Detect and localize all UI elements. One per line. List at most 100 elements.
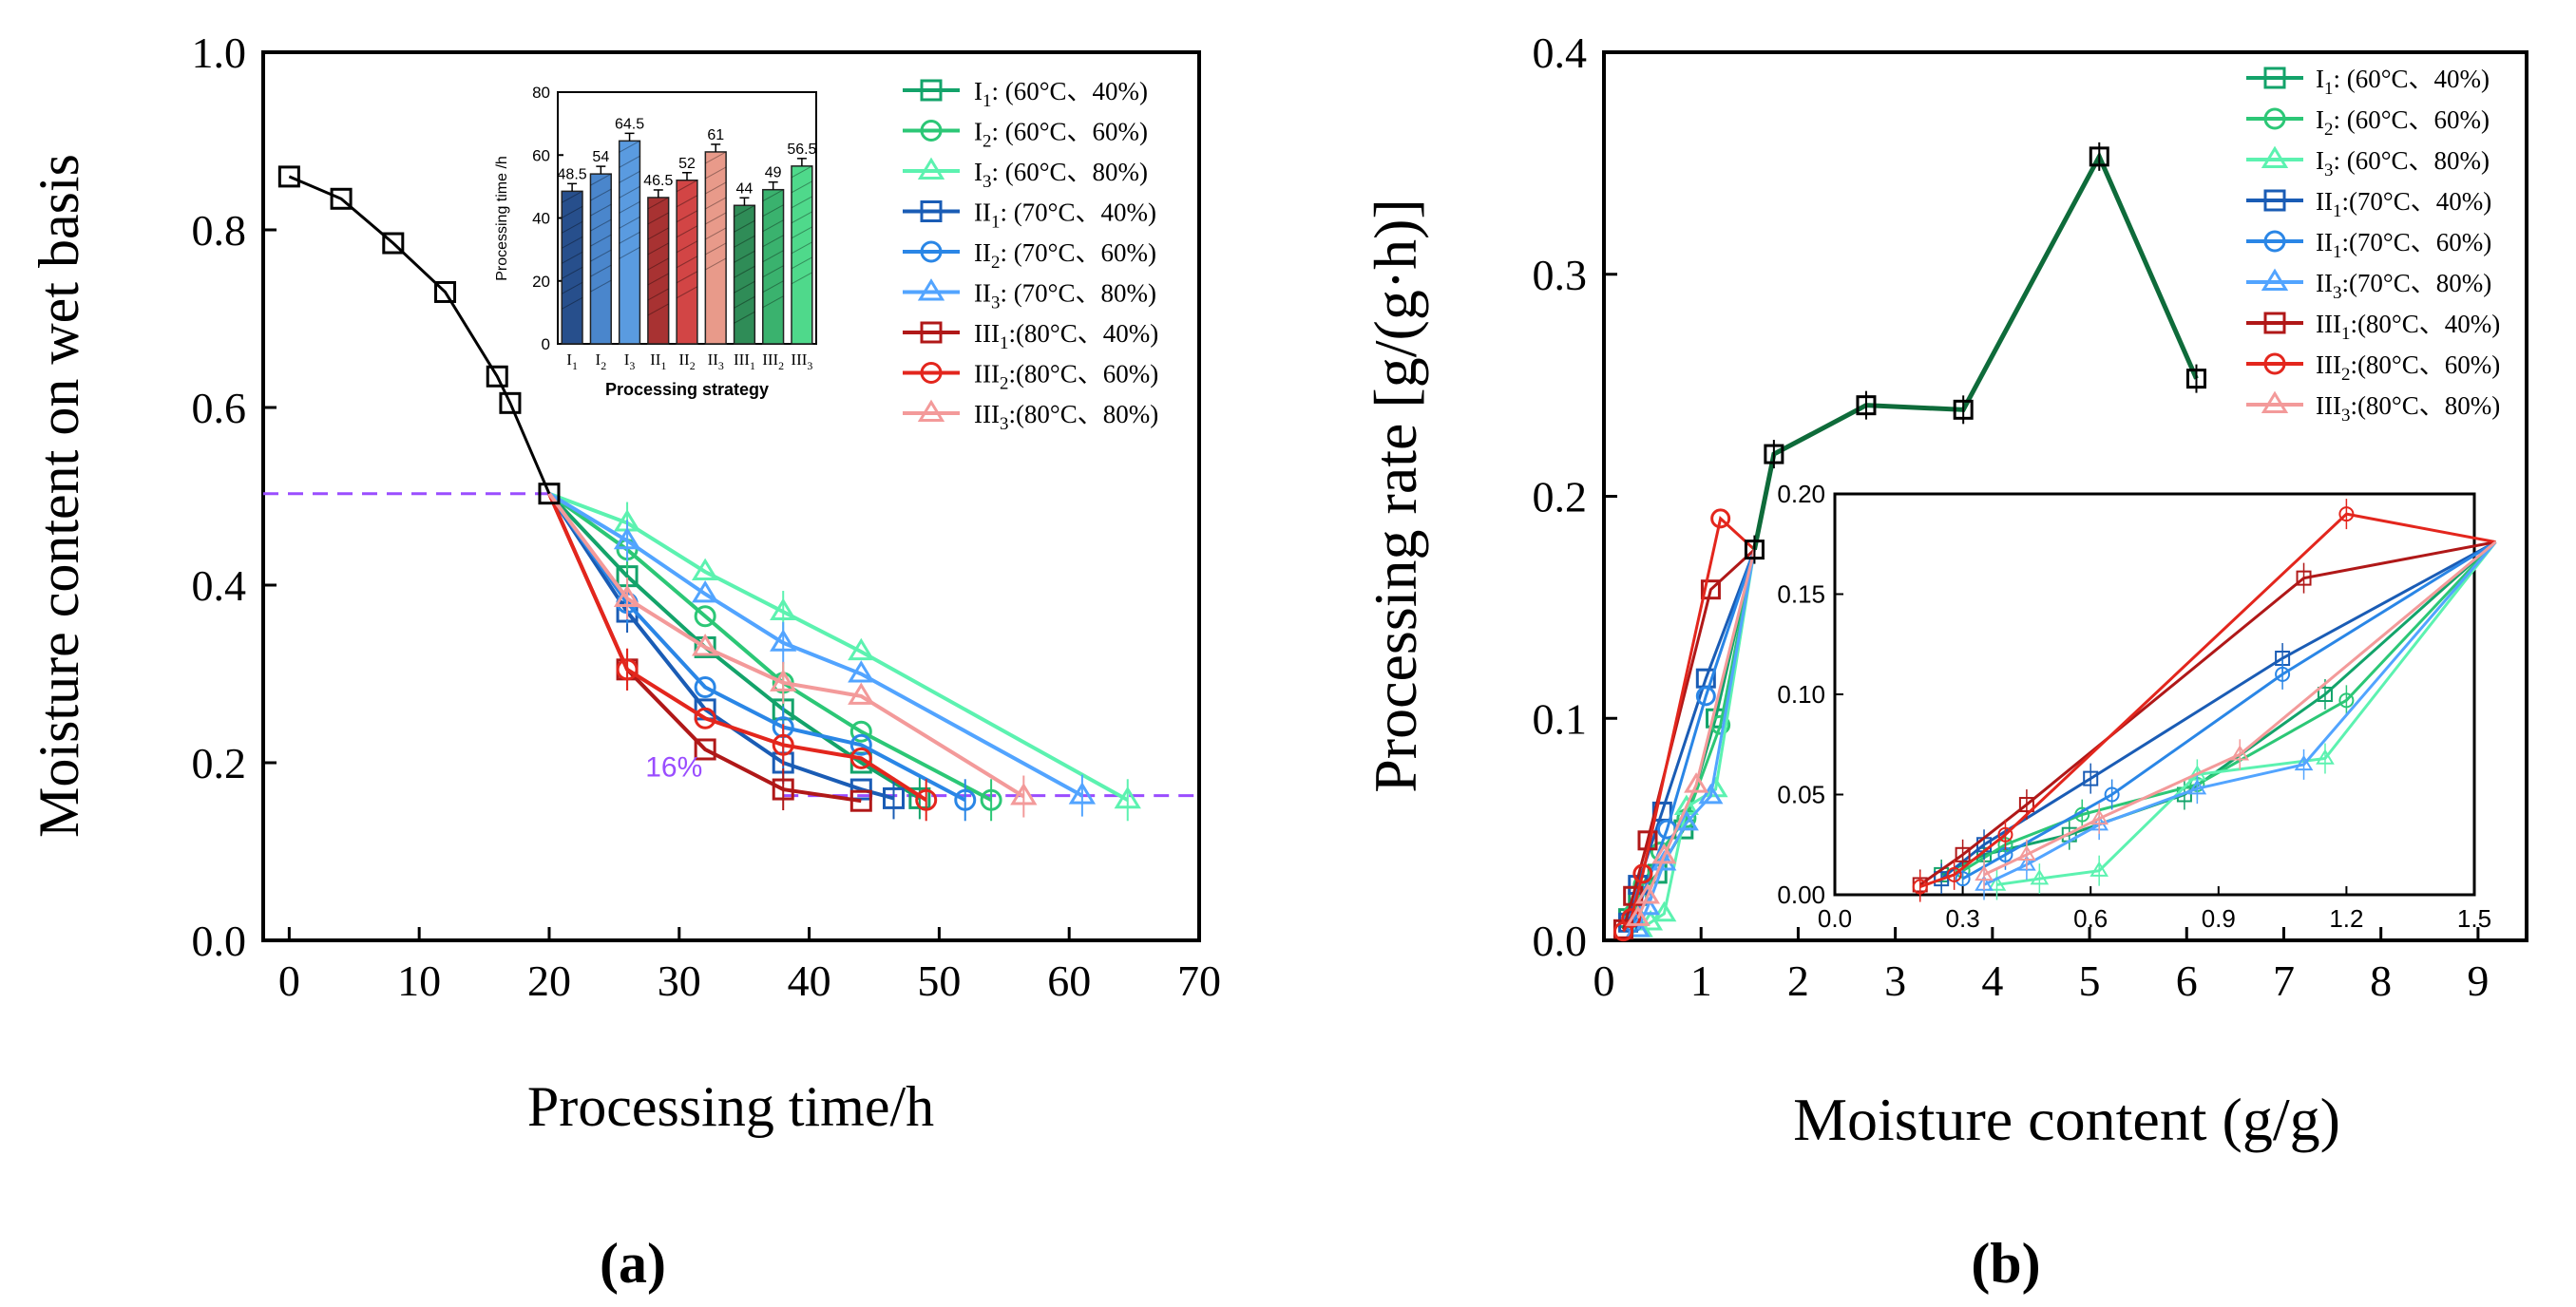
series-line	[547, 492, 1025, 799]
bar-hatch	[762, 250, 784, 263]
bar-hatch	[619, 140, 640, 153]
bar-hatch	[619, 185, 640, 199]
common-point	[382, 232, 405, 255]
inset-bar-category-label: I1	[566, 350, 578, 372]
common-point	[330, 187, 353, 210]
bar-hatch	[561, 251, 583, 264]
series-point	[1651, 849, 1677, 871]
bar-hatch	[647, 288, 669, 301]
bar-hatch	[791, 226, 813, 239]
panel-a-inset-bar-chart: 0 20 40 60 80 48.5 I1 54 I2 64.5 I3 46.5 II1 52 II2 61 I…	[494, 84, 817, 399]
bar-hatch	[676, 271, 698, 284]
bar-hatch	[561, 296, 583, 310]
a-y-tick-label: 1.0	[192, 28, 247, 77]
bar-hatch	[647, 212, 669, 225]
bar-hatch	[647, 227, 669, 240]
series-point	[1651, 843, 1677, 864]
bar-hatch	[647, 257, 669, 271]
bar-hatch	[619, 170, 640, 183]
inset-bar-category-label: III1	[734, 350, 755, 372]
b-x-tick-label: 4	[1981, 957, 2003, 1005]
inset-bar-y-tick-label: 0	[542, 335, 550, 353]
panel-b-x-axis-label: Moisture content (g/g)	[1793, 1086, 2340, 1153]
legend-marker	[2263, 312, 2286, 334]
bar-hatch	[676, 256, 698, 269]
inset-bar-value-label: 56.5	[787, 142, 816, 158]
series-point	[1634, 883, 1661, 904]
legend-entry-a: II3: (70°C、80%)	[974, 279, 1156, 313]
inset-bar-value-label: 52	[678, 156, 696, 172]
inset-x-tick-label: 1.5	[2457, 904, 2491, 933]
legend-entry-b: II3:(70°C、80%)	[2316, 269, 2491, 303]
series-point	[691, 558, 719, 580]
bar-hatch	[705, 166, 727, 180]
panel-a-legend: I1: (60°C、40%) I2: (60°C、60%) I3: (60°C、80…	[903, 77, 1158, 434]
series-line	[1622, 548, 1756, 930]
legend-marker	[2261, 390, 2289, 413]
b-x-tick-label: 3	[1884, 957, 1906, 1005]
bar-hatch	[762, 280, 784, 294]
a-x-tick-label: 0	[278, 957, 300, 1005]
series-line	[548, 491, 1129, 803]
panel-a-annotation-16: 16%	[645, 752, 702, 784]
inset-bar-category-label: I3	[624, 350, 636, 372]
bar-hatch	[619, 200, 640, 214]
inset-bar-y-label: Processing time /h	[494, 156, 510, 281]
b-x-tick-label: 2	[1787, 957, 1809, 1005]
inset-y-tick-label: 0.10	[1777, 680, 1825, 709]
bar-hatch	[791, 256, 813, 270]
bar-hatch	[590, 264, 612, 277]
inset-bar-x-label: Processing strategy	[605, 380, 769, 399]
series-point	[848, 682, 875, 705]
legend-marker	[920, 120, 943, 142]
bar-hatch	[676, 225, 698, 238]
bar-hatch	[590, 173, 612, 186]
inset-series-line	[1996, 540, 2497, 886]
legend-marker	[920, 240, 943, 263]
inset-bar-value-label: 44	[736, 180, 754, 197]
series-point	[1612, 921, 1633, 942]
inset-bar	[762, 188, 785, 345]
series-point	[691, 634, 719, 656]
inset-bar	[704, 151, 727, 345]
inset-y-tick-label: 0.00	[1777, 881, 1825, 909]
common-point	[499, 391, 522, 414]
panel-b-y-axis-label: Processing rate [g/(g·h)]	[1362, 199, 1429, 793]
inset-bar	[589, 173, 612, 345]
common-point	[434, 280, 457, 303]
bar-hatch	[762, 189, 784, 202]
a-x-tick-label: 30	[658, 957, 701, 1005]
inset-bar-category-label: II1	[650, 350, 666, 372]
legend-marker	[2263, 107, 2286, 130]
bar-hatch	[734, 311, 755, 324]
inset-bar-category-label: II2	[678, 350, 695, 372]
common-point	[277, 165, 300, 188]
inset-x-tick-label: 0.3	[1946, 904, 1980, 933]
legend-marker	[920, 321, 943, 344]
panel-b: 0 1 2 3 4 5 6 7 8 9 0.0 0.1 0.2 0.3 0.4 Moisture conte…	[1362, 28, 2528, 1295]
inset-bar-value-label: 61	[707, 127, 724, 143]
bar-hatch	[705, 257, 727, 271]
bar-hatch	[561, 281, 583, 294]
common-line	[288, 175, 551, 495]
bar-hatch	[647, 273, 669, 286]
series-line	[1622, 516, 1756, 933]
series-line	[1636, 549, 1756, 930]
bar-hatch	[705, 181, 727, 195]
bar-hatch	[705, 197, 727, 210]
legend-entry-a: II2: (70°C、60%)	[974, 238, 1156, 273]
a-y-tick-label: 0.4	[192, 561, 247, 610]
inset-bar-y-tick-label: 40	[532, 210, 550, 228]
series-point	[1673, 809, 1699, 831]
series-point	[691, 579, 719, 603]
bar-hatch	[705, 227, 727, 240]
series-line	[547, 492, 966, 803]
bar-hatch	[619, 216, 640, 229]
bar-hatch	[619, 246, 640, 259]
bar-hatch	[590, 234, 612, 247]
bar-hatch	[647, 303, 669, 316]
inset-y-tick-label: 0.20	[1777, 480, 1825, 508]
legend-marker	[2263, 189, 2286, 212]
b-x-tick-label: 7	[2273, 957, 2295, 1005]
